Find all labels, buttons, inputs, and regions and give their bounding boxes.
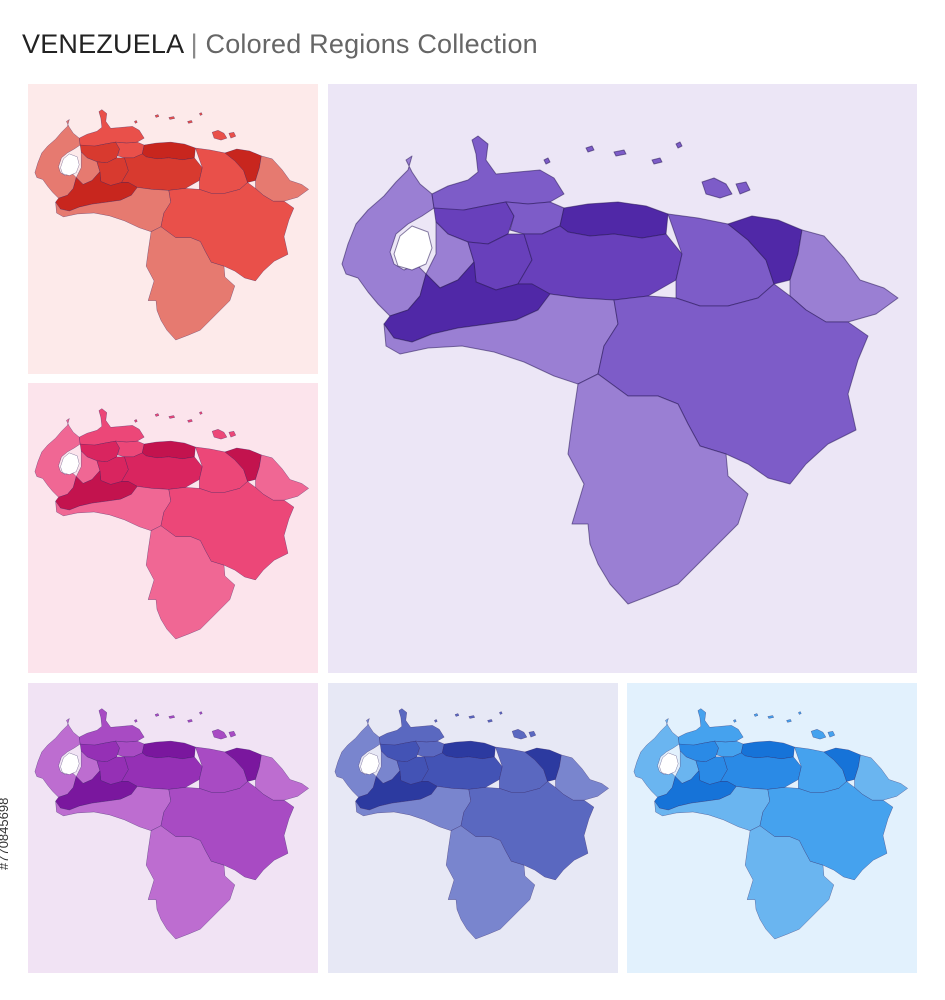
venezuela-map	[334, 708, 609, 940]
island-los-testigos	[675, 141, 683, 149]
island-la-tortuga	[786, 719, 792, 723]
region-amazonas	[145, 825, 236, 940]
map-panel-red	[28, 84, 318, 374]
region-delta-amacuro	[255, 754, 309, 801]
island-la-orchila	[154, 413, 160, 417]
stock-id-label: #770845698	[0, 797, 11, 870]
title-country: VENEZUELA	[22, 29, 183, 59]
region-miranda	[740, 740, 795, 760]
island-los-testigos	[798, 711, 802, 715]
island-los-testigos	[199, 112, 203, 116]
island-la-tortuga	[187, 120, 193, 124]
region-amazonas	[567, 373, 749, 605]
island-margarita	[228, 731, 237, 738]
region-guarico	[421, 752, 503, 790]
title-subtitle: Colored Regions Collection	[205, 29, 538, 59]
island-margarita	[228, 132, 237, 139]
page-title: VENEZUELA | Colored Regions Collection	[22, 26, 538, 62]
island-small	[134, 419, 138, 423]
island-los-roques	[168, 116, 175, 120]
venezuela-map	[633, 708, 908, 940]
region-guarico	[121, 153, 203, 191]
region-miranda	[559, 201, 669, 239]
region-amazonas	[145, 226, 236, 341]
region-nueva-esparta	[211, 429, 228, 440]
island-small	[134, 719, 138, 723]
island-los-roques	[168, 715, 175, 719]
region-miranda	[141, 141, 196, 161]
venezuela-map	[341, 135, 899, 605]
island-small	[434, 719, 438, 723]
region-delta-amacuro	[255, 155, 309, 202]
island-la-orchila	[585, 145, 595, 153]
island-la-orchila	[154, 713, 160, 717]
region-miranda	[141, 740, 196, 760]
island-la-tortuga	[187, 419, 193, 423]
region-nueva-esparta	[211, 729, 228, 740]
region-amazonas	[445, 825, 536, 940]
title-separator: |	[190, 29, 198, 59]
island-la-tortuga	[187, 719, 193, 723]
island-la-orchila	[154, 114, 160, 118]
region-guarico	[517, 225, 683, 301]
map-panel-indigo	[328, 683, 618, 973]
island-margarita	[735, 181, 751, 195]
region-nueva-esparta	[511, 729, 528, 740]
region-nueva-esparta	[211, 130, 228, 141]
island-la-orchila	[753, 713, 759, 717]
map-panel-blue	[627, 683, 917, 973]
island-small	[733, 719, 737, 723]
region-nueva-esparta	[701, 177, 733, 199]
region-miranda	[141, 440, 196, 460]
region-delta-amacuro	[789, 229, 899, 323]
island-los-roques	[168, 415, 175, 419]
island-small	[134, 120, 138, 124]
island-la-orchila	[454, 713, 460, 717]
island-los-testigos	[199, 411, 203, 415]
region-amazonas	[145, 525, 236, 640]
region-nueva-esparta	[810, 729, 827, 740]
island-los-roques	[468, 715, 475, 719]
venezuela-map	[34, 708, 309, 940]
island-los-roques	[767, 715, 774, 719]
island-small	[543, 157, 551, 165]
island-la-tortuga	[651, 157, 663, 165]
region-delta-amacuro	[854, 754, 908, 801]
region-guarico	[121, 452, 203, 490]
region-guarico	[121, 752, 203, 790]
island-los-testigos	[499, 711, 503, 715]
map-panel-pink	[28, 383, 318, 673]
venezuela-map	[34, 109, 309, 341]
island-los-roques	[613, 149, 627, 157]
island-los-testigos	[199, 711, 203, 715]
region-miranda	[441, 740, 496, 760]
region-delta-amacuro	[255, 454, 309, 501]
island-la-tortuga	[487, 719, 493, 723]
region-guarico	[720, 752, 802, 790]
island-margarita	[827, 731, 836, 738]
region-delta-amacuro	[555, 754, 609, 801]
map-panel-violet	[328, 84, 917, 673]
island-margarita	[228, 431, 237, 438]
island-margarita	[528, 731, 537, 738]
venezuela-map	[34, 408, 309, 640]
map-panel-purple	[28, 683, 318, 973]
region-amazonas	[744, 825, 835, 940]
